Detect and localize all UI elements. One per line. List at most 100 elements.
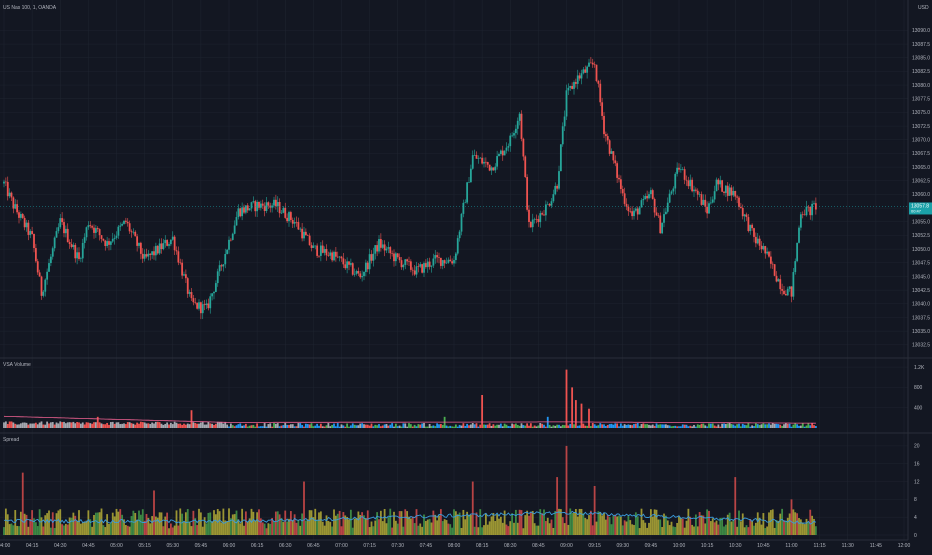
volume-bar: [415, 426, 418, 428]
spread-bar: [154, 516, 157, 535]
candle-body: [751, 224, 754, 229]
candle-body: [618, 177, 620, 180]
spread-bar: [198, 508, 200, 535]
candle-body: [276, 201, 279, 207]
volume-bar: [683, 424, 686, 428]
volume-bar: [57, 423, 60, 428]
candle-body: [736, 196, 739, 198]
spread-pane-title[interactable]: Spread: [3, 437, 19, 443]
spread-bar: [811, 515, 814, 535]
spread-bar: [642, 520, 645, 535]
volume-bar: [736, 424, 739, 428]
candle-body: [319, 245, 322, 256]
volume-bar: [33, 423, 35, 428]
candle-body: [754, 236, 757, 244]
volume-bar: [539, 423, 542, 428]
candle-body: [715, 179, 718, 192]
volume-pane-title[interactable]: VSA Volume: [3, 362, 31, 368]
candle-body: [203, 304, 206, 306]
candle-body: [610, 151, 613, 154]
candle-body: [280, 212, 283, 214]
spread-bar: [196, 525, 199, 535]
volume-bar: [31, 423, 34, 428]
volume-bar: [728, 422, 731, 428]
candle-body: [235, 217, 238, 226]
candle-body: [666, 202, 669, 212]
time-tick-label: 08:45: [532, 543, 545, 549]
volume-bar: [40, 421, 43, 428]
spread-bar: [552, 527, 555, 535]
candle-body: [559, 144, 562, 172]
spread-bar: [738, 510, 740, 535]
volume-bar: [518, 425, 521, 428]
time-axis[interactable]: 04:00 04:15 04:30 04:45 05:00 05:15 05:30 05:45…: [0, 543, 910, 549]
candle-body: [612, 151, 615, 161]
spread-bar: [318, 512, 320, 535]
spread-bar: [411, 516, 414, 535]
candles[interactable]: [3, 56, 817, 320]
volume-bar: [258, 426, 260, 428]
time-tick-label: 07:45: [420, 543, 433, 549]
volume-bar: [753, 426, 755, 428]
spread-bar: [33, 518, 35, 535]
volume-bar: [434, 426, 437, 428]
spread-bar: [312, 517, 315, 535]
indicator-lines: [3, 415, 817, 525]
spread-axis[interactable]: 20 16 12 8 4 0: [914, 444, 920, 539]
spread-bar: [295, 522, 298, 535]
volume-bar: [334, 426, 337, 428]
spread-bar: [168, 528, 170, 535]
candle-body: [404, 259, 407, 265]
volume-bar: [160, 423, 163, 428]
spread-bar: [483, 525, 485, 535]
candle-body: [381, 244, 384, 248]
spread-bar: [670, 521, 673, 535]
candle-body: [44, 279, 47, 292]
volume-bar: [723, 423, 725, 428]
spread-bar: [580, 508, 583, 535]
candle-body: [370, 254, 373, 261]
spread-bar: [668, 525, 671, 535]
spread-bar: [74, 515, 77, 535]
spread-bar: [130, 516, 133, 535]
time-tick-label: 11:45: [870, 543, 882, 549]
candle-body: [753, 228, 755, 237]
volume-bar: [141, 422, 144, 428]
candle-body: [709, 202, 712, 204]
candle-body: [773, 264, 776, 276]
symbol-title[interactable]: US Nas 100, 1, OANDA: [3, 5, 57, 11]
spread-bar: [139, 514, 142, 535]
candle-body: [38, 272, 41, 277]
spread-bar: [209, 512, 212, 535]
spread-bar: [768, 512, 770, 535]
volume-bar: [59, 421, 62, 428]
spread-bar: [514, 509, 517, 535]
candle-body: [48, 263, 50, 272]
candle-body: [321, 245, 324, 253]
volume-bar: [612, 424, 615, 428]
spread-bar: [201, 526, 204, 535]
spread-bar: [526, 510, 529, 535]
price-tick-label: 13072.5: [912, 124, 930, 130]
volume-bar: [109, 422, 112, 428]
volume-bar: [784, 423, 787, 428]
candle-body: [19, 214, 22, 218]
candle-body: [678, 167, 680, 170]
candle-body: [355, 271, 358, 274]
volume-axis[interactable]: 1.2K 800 400: [914, 365, 925, 412]
spread-bar: [734, 477, 737, 535]
volume-bar: [361, 423, 364, 428]
price-tick-label: 13070.0: [912, 138, 930, 144]
spread-bar: [799, 519, 802, 535]
candle-body: [747, 217, 750, 232]
candle-body: [653, 198, 656, 213]
candle-body: [241, 207, 244, 217]
spread-bar: [269, 523, 272, 535]
candle-body: [646, 196, 649, 199]
spread-bar: [445, 520, 448, 535]
volume-bar: [233, 426, 236, 428]
spread-bar: [162, 526, 165, 535]
volume-bar: [449, 425, 452, 428]
candle-body: [29, 231, 32, 235]
